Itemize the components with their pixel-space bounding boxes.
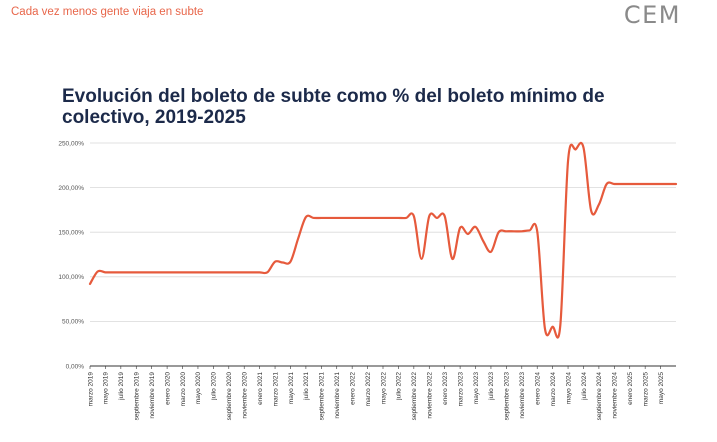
y-tick-label: 50,00% [62, 319, 84, 326]
brand-logo: CEM [623, 1, 681, 29]
x-tick-label: marzo 2021 [272, 372, 279, 407]
x-tick-label: noviembre 2019 [149, 372, 156, 419]
y-tick-label: 200,00% [58, 185, 84, 192]
x-tick-label: enero 2021 [257, 372, 264, 405]
x-tick-label: septiembre 2020 [226, 372, 233, 421]
x-tick-label: septiembre 2019 [134, 372, 141, 421]
x-tick-label: marzo 2024 [550, 372, 557, 407]
x-tick-label: mayo 2024 [565, 372, 572, 405]
x-tick-label: noviembre 2023 [519, 372, 526, 419]
x-tick-label: noviembre 2024 [612, 372, 619, 419]
x-tick-label: mayo 2025 [658, 372, 665, 405]
x-tick-label: julio 2023 [488, 372, 495, 401]
x-tick-label: septiembre 2023 [504, 372, 511, 421]
x-tick-label: enero 2025 [627, 372, 634, 405]
x-tick-label: marzo 2019 [87, 372, 94, 407]
x-tick-label: enero 2022 [349, 372, 356, 405]
page-subtitle: Cada vez menos gente viaja en subte [11, 6, 204, 18]
x-tick-label: enero 2020 [164, 372, 171, 405]
x-tick-label: mayo 2019 [103, 372, 110, 405]
x-tick-label: noviembre 2021 [334, 372, 341, 419]
x-tick-label: noviembre 2022 [427, 372, 434, 419]
x-tick-label: septiembre 2024 [596, 372, 603, 421]
y-tick-label: 250,00% [58, 140, 84, 147]
x-tick-label: enero 2024 [535, 372, 542, 405]
y-tick-label: 0,00% [66, 363, 85, 370]
x-tick-label: marzo 2020 [180, 372, 187, 407]
x-tick-label: marzo 2023 [457, 372, 464, 407]
x-tick-label: julio 2021 [303, 372, 310, 401]
x-tick-label: julio 2019 [118, 372, 125, 401]
x-tick-label: mayo 2020 [195, 372, 202, 405]
x-tick-label: julio 2024 [581, 372, 588, 401]
x-tick-label: mayo 2022 [380, 372, 387, 405]
x-tick-label: mayo 2021 [288, 372, 295, 405]
series-line [88, 141, 678, 339]
x-tick-label: enero 2023 [442, 372, 449, 405]
y-tick-label: 150,00% [58, 230, 84, 237]
x-tick-label: julio 2022 [396, 372, 403, 401]
y-tick-label: 100,00% [58, 274, 84, 281]
x-tick-label: julio 2020 [211, 372, 218, 401]
chart-title: Evolución del boleto de subte como % del… [62, 86, 605, 128]
x-tick-label: mayo 2023 [473, 372, 480, 405]
x-tick-label: septiembre 2022 [411, 372, 418, 421]
x-tick-label: noviembre 2020 [242, 372, 249, 419]
x-tick-label: septiembre 2021 [319, 372, 326, 421]
x-tick-label: marzo 2025 [642, 372, 649, 407]
x-tick-label: marzo 2022 [365, 372, 372, 407]
